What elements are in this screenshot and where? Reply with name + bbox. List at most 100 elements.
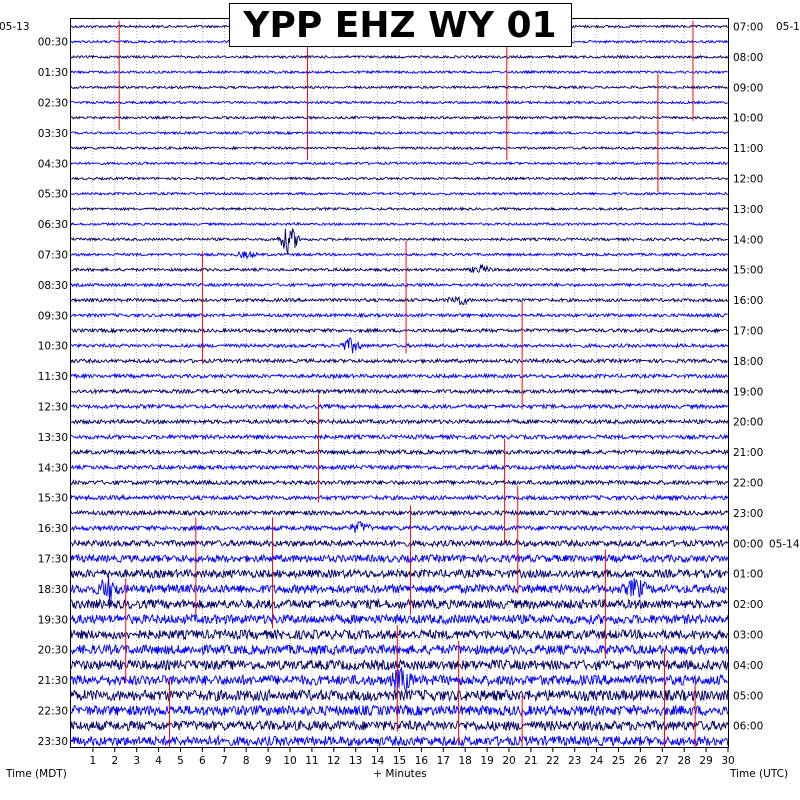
right-label-2: 09:00 bbox=[733, 82, 763, 94]
trace-33 bbox=[70, 520, 729, 533]
left-label-10: 10:30 bbox=[38, 341, 68, 353]
trace-45 bbox=[70, 704, 729, 717]
trace-3 bbox=[70, 69, 728, 75]
trace-7 bbox=[70, 130, 729, 136]
date-right-top: 05-1 bbox=[776, 21, 800, 33]
left-label-5: 05:30 bbox=[38, 189, 68, 201]
left-label-19: 19:30 bbox=[38, 614, 68, 626]
right-label-21: 04:00 bbox=[733, 660, 763, 672]
left-label-14: 14:30 bbox=[38, 462, 68, 474]
trace-46 bbox=[70, 719, 729, 733]
trace-21 bbox=[70, 337, 729, 354]
right-label-5: 12:00 bbox=[733, 174, 763, 186]
left-label-22: 22:30 bbox=[38, 706, 68, 718]
left-label-11: 11:30 bbox=[38, 371, 68, 383]
trace-37 bbox=[70, 576, 729, 601]
right-label-14: 21:00 bbox=[733, 447, 763, 459]
right-label-11: 18:00 bbox=[733, 356, 763, 368]
x-tick-label-24: 24 bbox=[590, 755, 604, 767]
x-tick-label-15: 15 bbox=[393, 755, 406, 767]
left-label-3: 03:30 bbox=[38, 128, 68, 140]
trace-40 bbox=[70, 628, 729, 641]
x-tick-label-22: 22 bbox=[546, 755, 559, 767]
trace-13 bbox=[70, 221, 729, 227]
trace-16 bbox=[70, 263, 729, 273]
trace-14 bbox=[70, 228, 728, 255]
right-label-19: 02:00 bbox=[733, 599, 763, 611]
right-label-17: 00:00 bbox=[733, 538, 763, 550]
trace-26 bbox=[70, 418, 729, 426]
trace-39 bbox=[70, 613, 729, 626]
x-tick-label-1: 1 bbox=[90, 755, 97, 767]
trace-8 bbox=[70, 145, 729, 151]
right-label-12: 19:00 bbox=[733, 386, 763, 398]
left-label-4: 04:30 bbox=[38, 158, 68, 170]
x-tick-label-12: 12 bbox=[327, 755, 340, 767]
trace-17 bbox=[70, 282, 729, 288]
trace-38 bbox=[70, 597, 729, 610]
left-label-13: 13:30 bbox=[38, 432, 68, 444]
left-label-20: 20:30 bbox=[38, 645, 68, 657]
left-label-18: 18:30 bbox=[38, 584, 68, 596]
trace-35 bbox=[70, 553, 729, 564]
trace-5 bbox=[70, 100, 729, 105]
trace-34 bbox=[70, 538, 729, 548]
right-time-labels: 07:00 08:00 09:00 10:00 11:00 12:00 13:00 14:00… bbox=[733, 22, 800, 733]
minute-tick-labels: 1 2 3 4 5 6 7 8 9 10 11 12 13 14 15 16 17 18 19 20 21 22 23 24 2… bbox=[90, 747, 735, 767]
x-tick-label-7: 7 bbox=[221, 755, 228, 767]
trace-30 bbox=[70, 478, 729, 487]
trace-22 bbox=[70, 357, 728, 365]
x-tick-label-29: 29 bbox=[699, 755, 712, 767]
trace-11 bbox=[70, 191, 728, 197]
right-label-23: 06:00 bbox=[733, 721, 763, 733]
right-label-16: 23:00 bbox=[733, 508, 763, 520]
trace-4 bbox=[70, 84, 729, 90]
right-label-8: 15:00 bbox=[733, 265, 763, 277]
x-tick-label-2: 2 bbox=[111, 755, 118, 767]
trace-20 bbox=[70, 327, 729, 334]
trace-6 bbox=[70, 115, 728, 121]
x-tick-label-4: 4 bbox=[155, 755, 162, 767]
left-label-8: 08:30 bbox=[38, 280, 68, 292]
trace-43 bbox=[70, 666, 729, 693]
left-label-6: 06:30 bbox=[38, 219, 68, 231]
x-tick-label-20: 20 bbox=[502, 755, 515, 767]
left-time-labels: 00:30 01:30 02:30 03:30 04:30 05:30 06:30 07:30… bbox=[38, 37, 68, 748]
x-tick-label-16: 16 bbox=[415, 755, 429, 767]
trace-47 bbox=[70, 734, 729, 748]
trace-28 bbox=[70, 448, 729, 456]
x-tick-label-14: 14 bbox=[371, 755, 385, 767]
left-label-15: 15:30 bbox=[38, 493, 68, 505]
x-tick-label-6: 6 bbox=[199, 755, 206, 767]
right-label-18: 01:00 bbox=[733, 569, 763, 581]
trace-42 bbox=[70, 658, 729, 672]
x-tick-label-9: 9 bbox=[265, 755, 272, 767]
x-tick-label-23: 23 bbox=[568, 755, 581, 767]
right-label-0: 07:00 bbox=[733, 22, 763, 34]
right-label-20: 03:00 bbox=[733, 630, 763, 642]
trace-24 bbox=[71, 387, 729, 395]
x-tick-label-21: 21 bbox=[524, 755, 537, 767]
x-tick-label-3: 3 bbox=[133, 755, 140, 767]
right-label-7: 14:00 bbox=[733, 234, 763, 246]
right-label-22: 05:00 bbox=[733, 690, 763, 702]
title-box bbox=[229, 3, 572, 47]
x-tick-label-13: 13 bbox=[349, 755, 362, 767]
right-label-3: 10:00 bbox=[733, 113, 763, 125]
x-tick-label-10: 10 bbox=[283, 755, 296, 767]
right-label-1: 08:00 bbox=[733, 52, 763, 64]
left-label-23: 23:30 bbox=[38, 736, 68, 748]
date-right-mid: 05-14 bbox=[769, 538, 800, 550]
left-label-9: 09:30 bbox=[38, 310, 68, 322]
event-picks bbox=[118, 20, 696, 747]
left-label-1: 01:30 bbox=[38, 67, 68, 79]
x-tick-label-25: 25 bbox=[612, 755, 625, 767]
grid-lines bbox=[92, 19, 707, 747]
trace-32 bbox=[70, 509, 729, 517]
left-label-12: 12:30 bbox=[38, 402, 68, 414]
right-label-4: 11:00 bbox=[733, 143, 763, 155]
right-label-10: 17:00 bbox=[733, 326, 763, 338]
x-label-center: + Minutes bbox=[373, 768, 426, 780]
right-label-15: 22:00 bbox=[733, 478, 763, 490]
